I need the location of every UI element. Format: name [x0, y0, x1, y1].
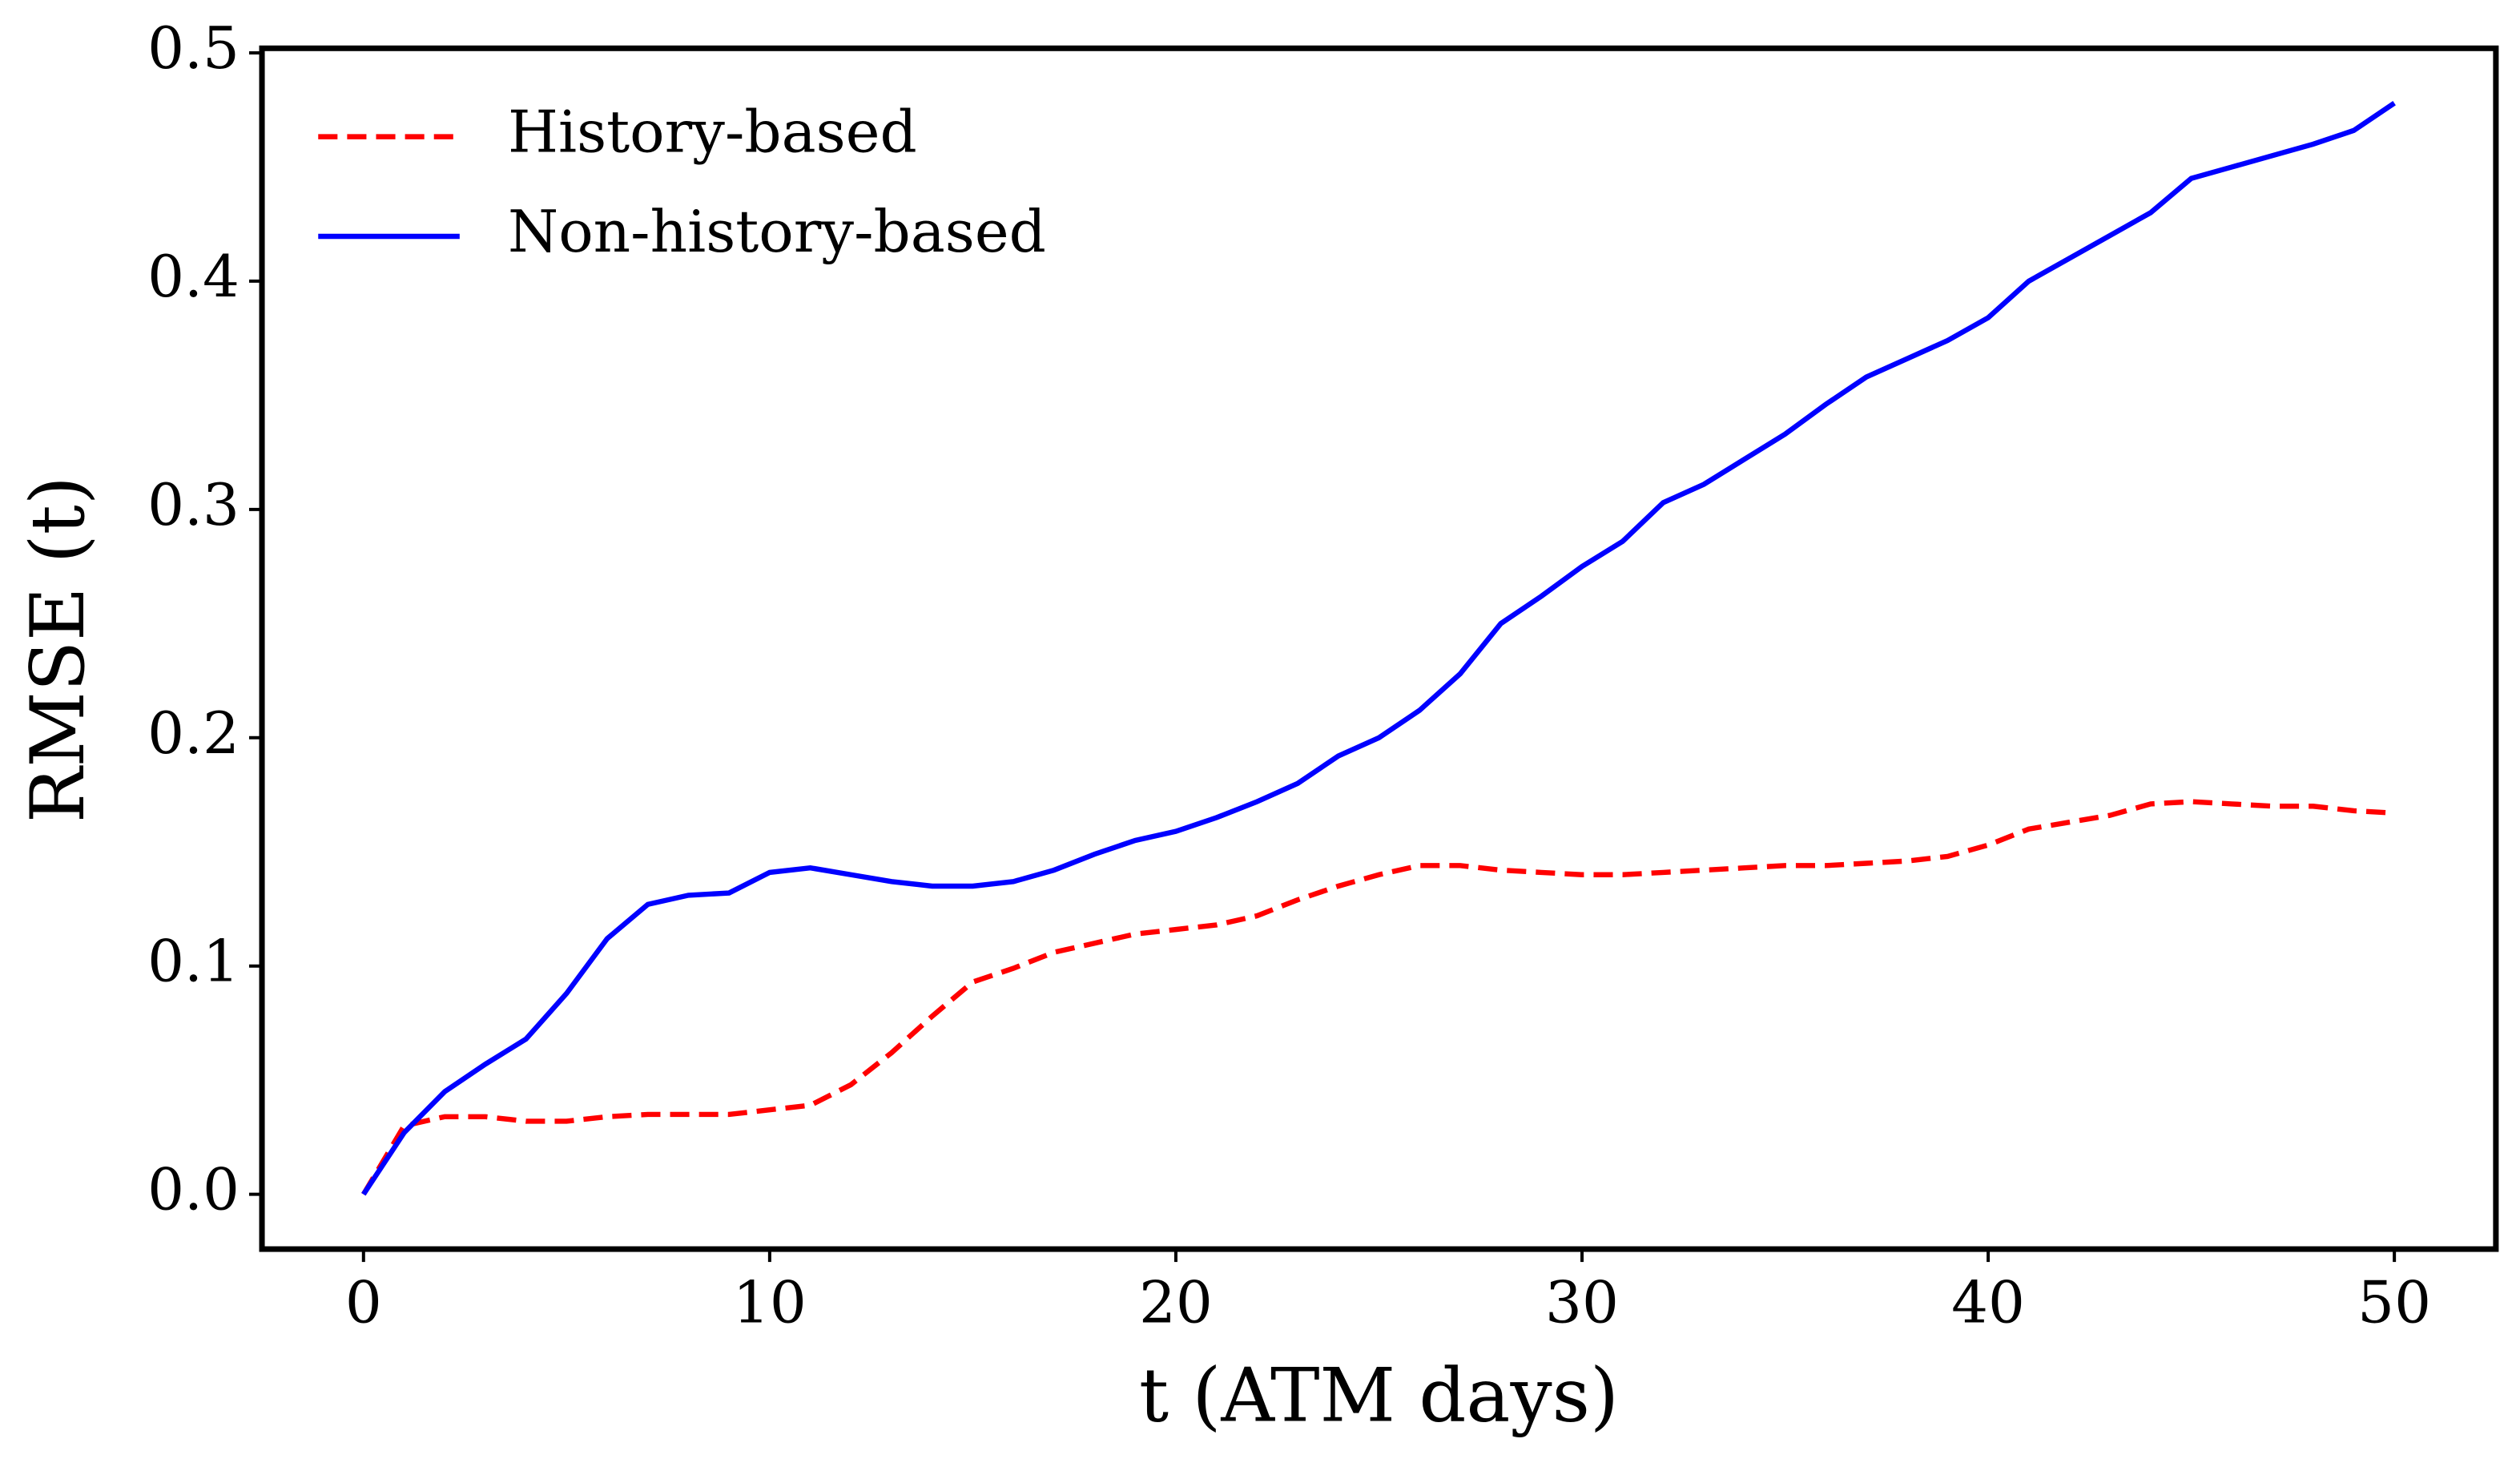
x-tick-label: 30 — [1545, 1269, 1619, 1336]
legend-label: Non-history-based — [508, 199, 1046, 266]
plot-frame — [259, 45, 2499, 1252]
y-tick-label: 0.3 — [147, 472, 240, 539]
x-tick-label: 0 — [345, 1269, 382, 1336]
x-tick-label: 10 — [733, 1269, 807, 1336]
y-tick-label: 0.0 — [147, 1157, 240, 1224]
x-tick-label: 40 — [1951, 1269, 2025, 1336]
y-tick-label: 0.2 — [147, 700, 240, 768]
legend-label: History-based — [508, 99, 917, 167]
x-tick-label: 50 — [2357, 1269, 2431, 1336]
line-series — [361, 799, 2395, 1196]
y-tick-label: 0.5 — [147, 15, 240, 83]
y-tick-label: 0.1 — [147, 929, 240, 996]
x-tick-label: 20 — [1139, 1269, 1213, 1336]
x-axis-label: t (ATM days) — [1139, 1352, 1619, 1439]
y-axis-label: RMSE (t) — [14, 476, 101, 823]
line-series — [361, 100, 2396, 1196]
y-tick-label: 0.4 — [147, 244, 240, 311]
